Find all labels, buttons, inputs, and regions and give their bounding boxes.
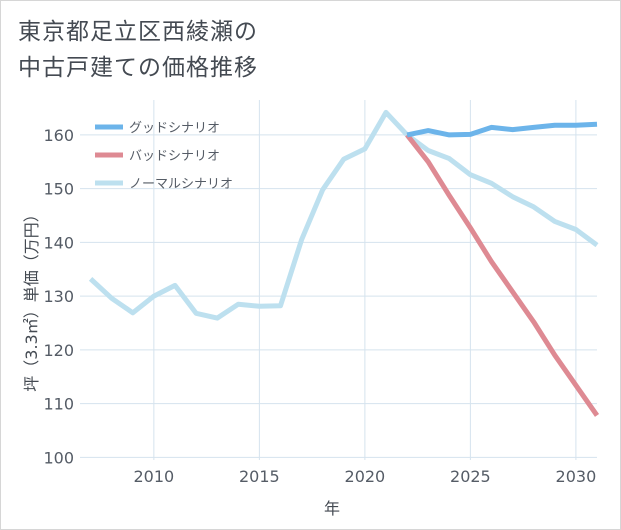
legend-label: ノーマルシナリオ xyxy=(129,177,233,192)
y-axis-label: 坪（3.3㎡）単価（万円） xyxy=(22,206,41,391)
y-tick-label: 160 xyxy=(43,126,74,145)
series-line xyxy=(405,133,600,417)
x-tick-label: 2030 xyxy=(556,467,597,486)
x-axis-label: 年 xyxy=(324,499,340,518)
x-tick-labels: 2010 2015 2020 2025 2030 xyxy=(133,467,596,486)
y-tick-label: 140 xyxy=(43,233,74,252)
series-line xyxy=(88,109,599,321)
series-line xyxy=(406,121,598,138)
chart-title-line-1: 東京都足立区西綾瀬の xyxy=(18,19,258,45)
x-tick-label: 2015 xyxy=(239,467,280,486)
x-tick-label: 2010 xyxy=(133,467,174,486)
chart-title: 東京都足立区西綾瀬の 中古戸建ての価格推移 xyxy=(18,14,258,86)
x-gridlines xyxy=(153,100,577,460)
legend-label: グッドシナリオ xyxy=(129,121,220,136)
y-gridlines xyxy=(80,134,597,458)
y-tick-label: 130 xyxy=(43,287,74,306)
y-tick-label: 150 xyxy=(43,180,74,199)
y-tick-label: 100 xyxy=(43,448,74,467)
x-tick-label: 2025 xyxy=(450,467,491,486)
y-tick-labels: 100 110 120 130 140 150 160 xyxy=(43,126,74,467)
x-tick-label: 2020 xyxy=(345,467,386,486)
y-tick-label: 110 xyxy=(43,395,74,414)
y-tick-label: 120 xyxy=(43,341,74,360)
series-lines xyxy=(88,109,600,417)
chart-title-line-2: 中古戸建ての価格推移 xyxy=(18,55,258,81)
legend-label: バッドシナリオ xyxy=(129,149,220,164)
